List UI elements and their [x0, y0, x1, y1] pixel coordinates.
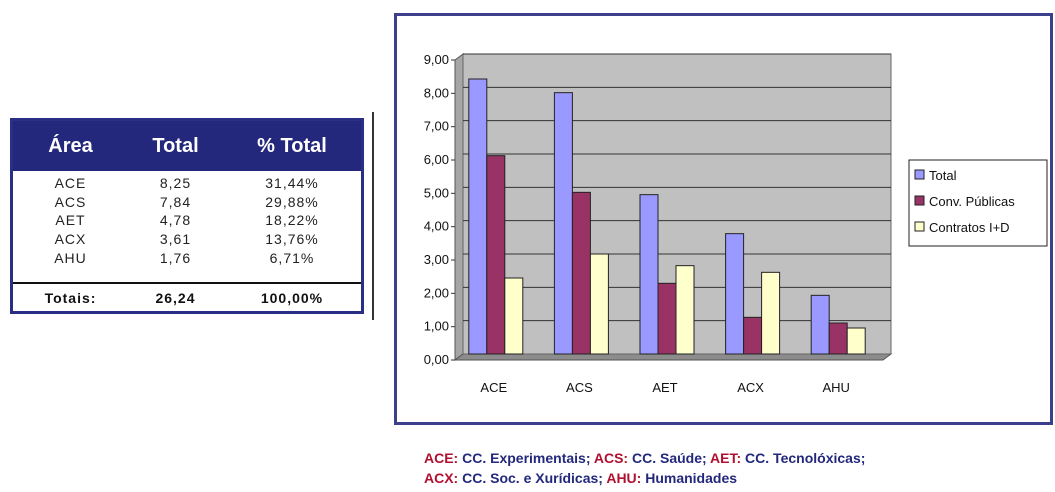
- code-description: CC. Experimentais;: [458, 450, 594, 466]
- area-code-legend: ACE: CC. Experimentais; ACS: CC. Saúde; …: [424, 448, 865, 488]
- legend-line-2: ACX: CC. Soc. e Xurídicas; AHU: Humanida…: [424, 468, 865, 488]
- table-body: ACE 8,25 31,44% ACS 7,84 29,88% AET 4,78…: [13, 171, 361, 267]
- bar: [468, 78, 488, 355]
- bar: [743, 316, 763, 355]
- cell-area: AHU: [54, 249, 87, 266]
- code-label: AHU:: [606, 470, 642, 486]
- legend-swatch: [914, 169, 925, 180]
- table-header: Área Total % Total: [13, 121, 361, 171]
- code-description: Humanidades: [641, 470, 738, 486]
- table-totals-row: Totais: 26,24 100,00%: [13, 282, 361, 311]
- bar: [657, 282, 677, 355]
- cell-total: 4,78: [159, 212, 192, 229]
- y-tick-label: 7,00: [424, 119, 449, 134]
- cell-total: 1,76: [159, 249, 192, 266]
- divider: [372, 112, 374, 320]
- table-row: ACE 8,25 31,44%: [13, 174, 361, 193]
- cell-percent: 31,44%: [265, 175, 319, 192]
- totals-value: 26,24: [155, 289, 196, 306]
- cell-percent: 6,71%: [269, 249, 315, 266]
- legend-label: Total: [929, 168, 957, 183]
- header-total: Total: [152, 134, 199, 157]
- y-tick-label: 2,00: [424, 285, 449, 300]
- x-tick-label: AHU: [822, 380, 849, 395]
- legend-swatch: [914, 195, 925, 206]
- cell-total: 7,84: [159, 193, 192, 210]
- bar: [675, 265, 695, 355]
- code-description: CC. Saúde;: [628, 450, 711, 466]
- code-description: CC. Soc. e Xurídicas;: [458, 470, 607, 486]
- cell-area: ACS: [54, 193, 87, 210]
- bar: [761, 271, 781, 355]
- code-label: ACE:: [424, 450, 459, 466]
- bar: [810, 294, 830, 355]
- code-label: ACX:: [424, 470, 459, 486]
- legend-line-1: ACE: CC. Experimentais; ACS: CC. Saúde; …: [424, 448, 865, 468]
- bar: [571, 191, 591, 355]
- bar-chart: 0,00 1,00 2,00 3,00 4,00 5,00 6,00 7,00 8,00 9,00…: [424, 52, 1048, 395]
- cell-total: 3,61: [159, 231, 192, 248]
- y-tick-label: 5,00: [424, 185, 449, 200]
- x-tick-label: AET: [652, 380, 677, 395]
- y-tick-label: 0,00: [424, 352, 449, 367]
- legend-swatch: [914, 221, 925, 232]
- header-percent: % Total: [257, 134, 327, 157]
- cell-percent: 29,88%: [265, 193, 319, 210]
- y-tick-label: 9,00: [424, 52, 449, 67]
- x-tick-label: ACE: [480, 380, 507, 395]
- y-tick-label: 1,00: [424, 319, 449, 334]
- cell-percent: 18,22%: [265, 212, 319, 229]
- cell-area: AET: [55, 212, 86, 229]
- legend-label: Conv. Públicas: [929, 194, 1015, 209]
- x-tick-label: ACX: [737, 380, 764, 395]
- bar: [828, 322, 848, 355]
- bar: [639, 194, 659, 355]
- y-tick-label: 8,00: [424, 85, 449, 100]
- cell-area: ACX: [54, 231, 87, 248]
- x-tick-label: ACS: [566, 380, 593, 395]
- chart-side-wall: [454, 53, 464, 361]
- table-row: AET 4,78 18,22%: [13, 211, 361, 230]
- bar: [589, 253, 609, 355]
- bar: [553, 92, 573, 355]
- code-description: CC. Tecnolóxicas;: [741, 450, 866, 466]
- y-tick-label: 3,00: [424, 252, 449, 267]
- y-tick-label: 6,00: [424, 152, 449, 167]
- header-area: Área: [48, 134, 93, 157]
- summary-table: Área Total % Total ACE 8,25 31,44% ACS 7…: [10, 118, 364, 314]
- chart-floor: [453, 353, 893, 361]
- bar: [725, 233, 745, 355]
- table-row: ACX 3,61 13,76%: [13, 230, 361, 249]
- totals-label: Totais:: [44, 289, 97, 306]
- totals-percent: 100,00%: [260, 289, 324, 306]
- bar: [846, 327, 866, 355]
- cell-area: ACE: [54, 175, 87, 192]
- y-tick-label: 4,00: [424, 219, 449, 234]
- code-label: AET:: [710, 450, 742, 466]
- cell-total: 8,25: [159, 175, 192, 192]
- bar: [504, 277, 524, 355]
- code-label: ACS:: [593, 450, 629, 466]
- chart-frame: 0,00 1,00 2,00 3,00 4,00 5,00 6,00 7,00 8,00 9,00…: [394, 13, 1053, 425]
- table-row: ACS 7,84 29,88%: [13, 193, 361, 212]
- legend-box: [908, 159, 1048, 247]
- cell-percent: 13,76%: [265, 231, 319, 248]
- table-row: AHU 1,76 6,71%: [13, 248, 361, 267]
- legend-label: Contratos I+D: [929, 220, 1010, 235]
- bar: [486, 155, 506, 355]
